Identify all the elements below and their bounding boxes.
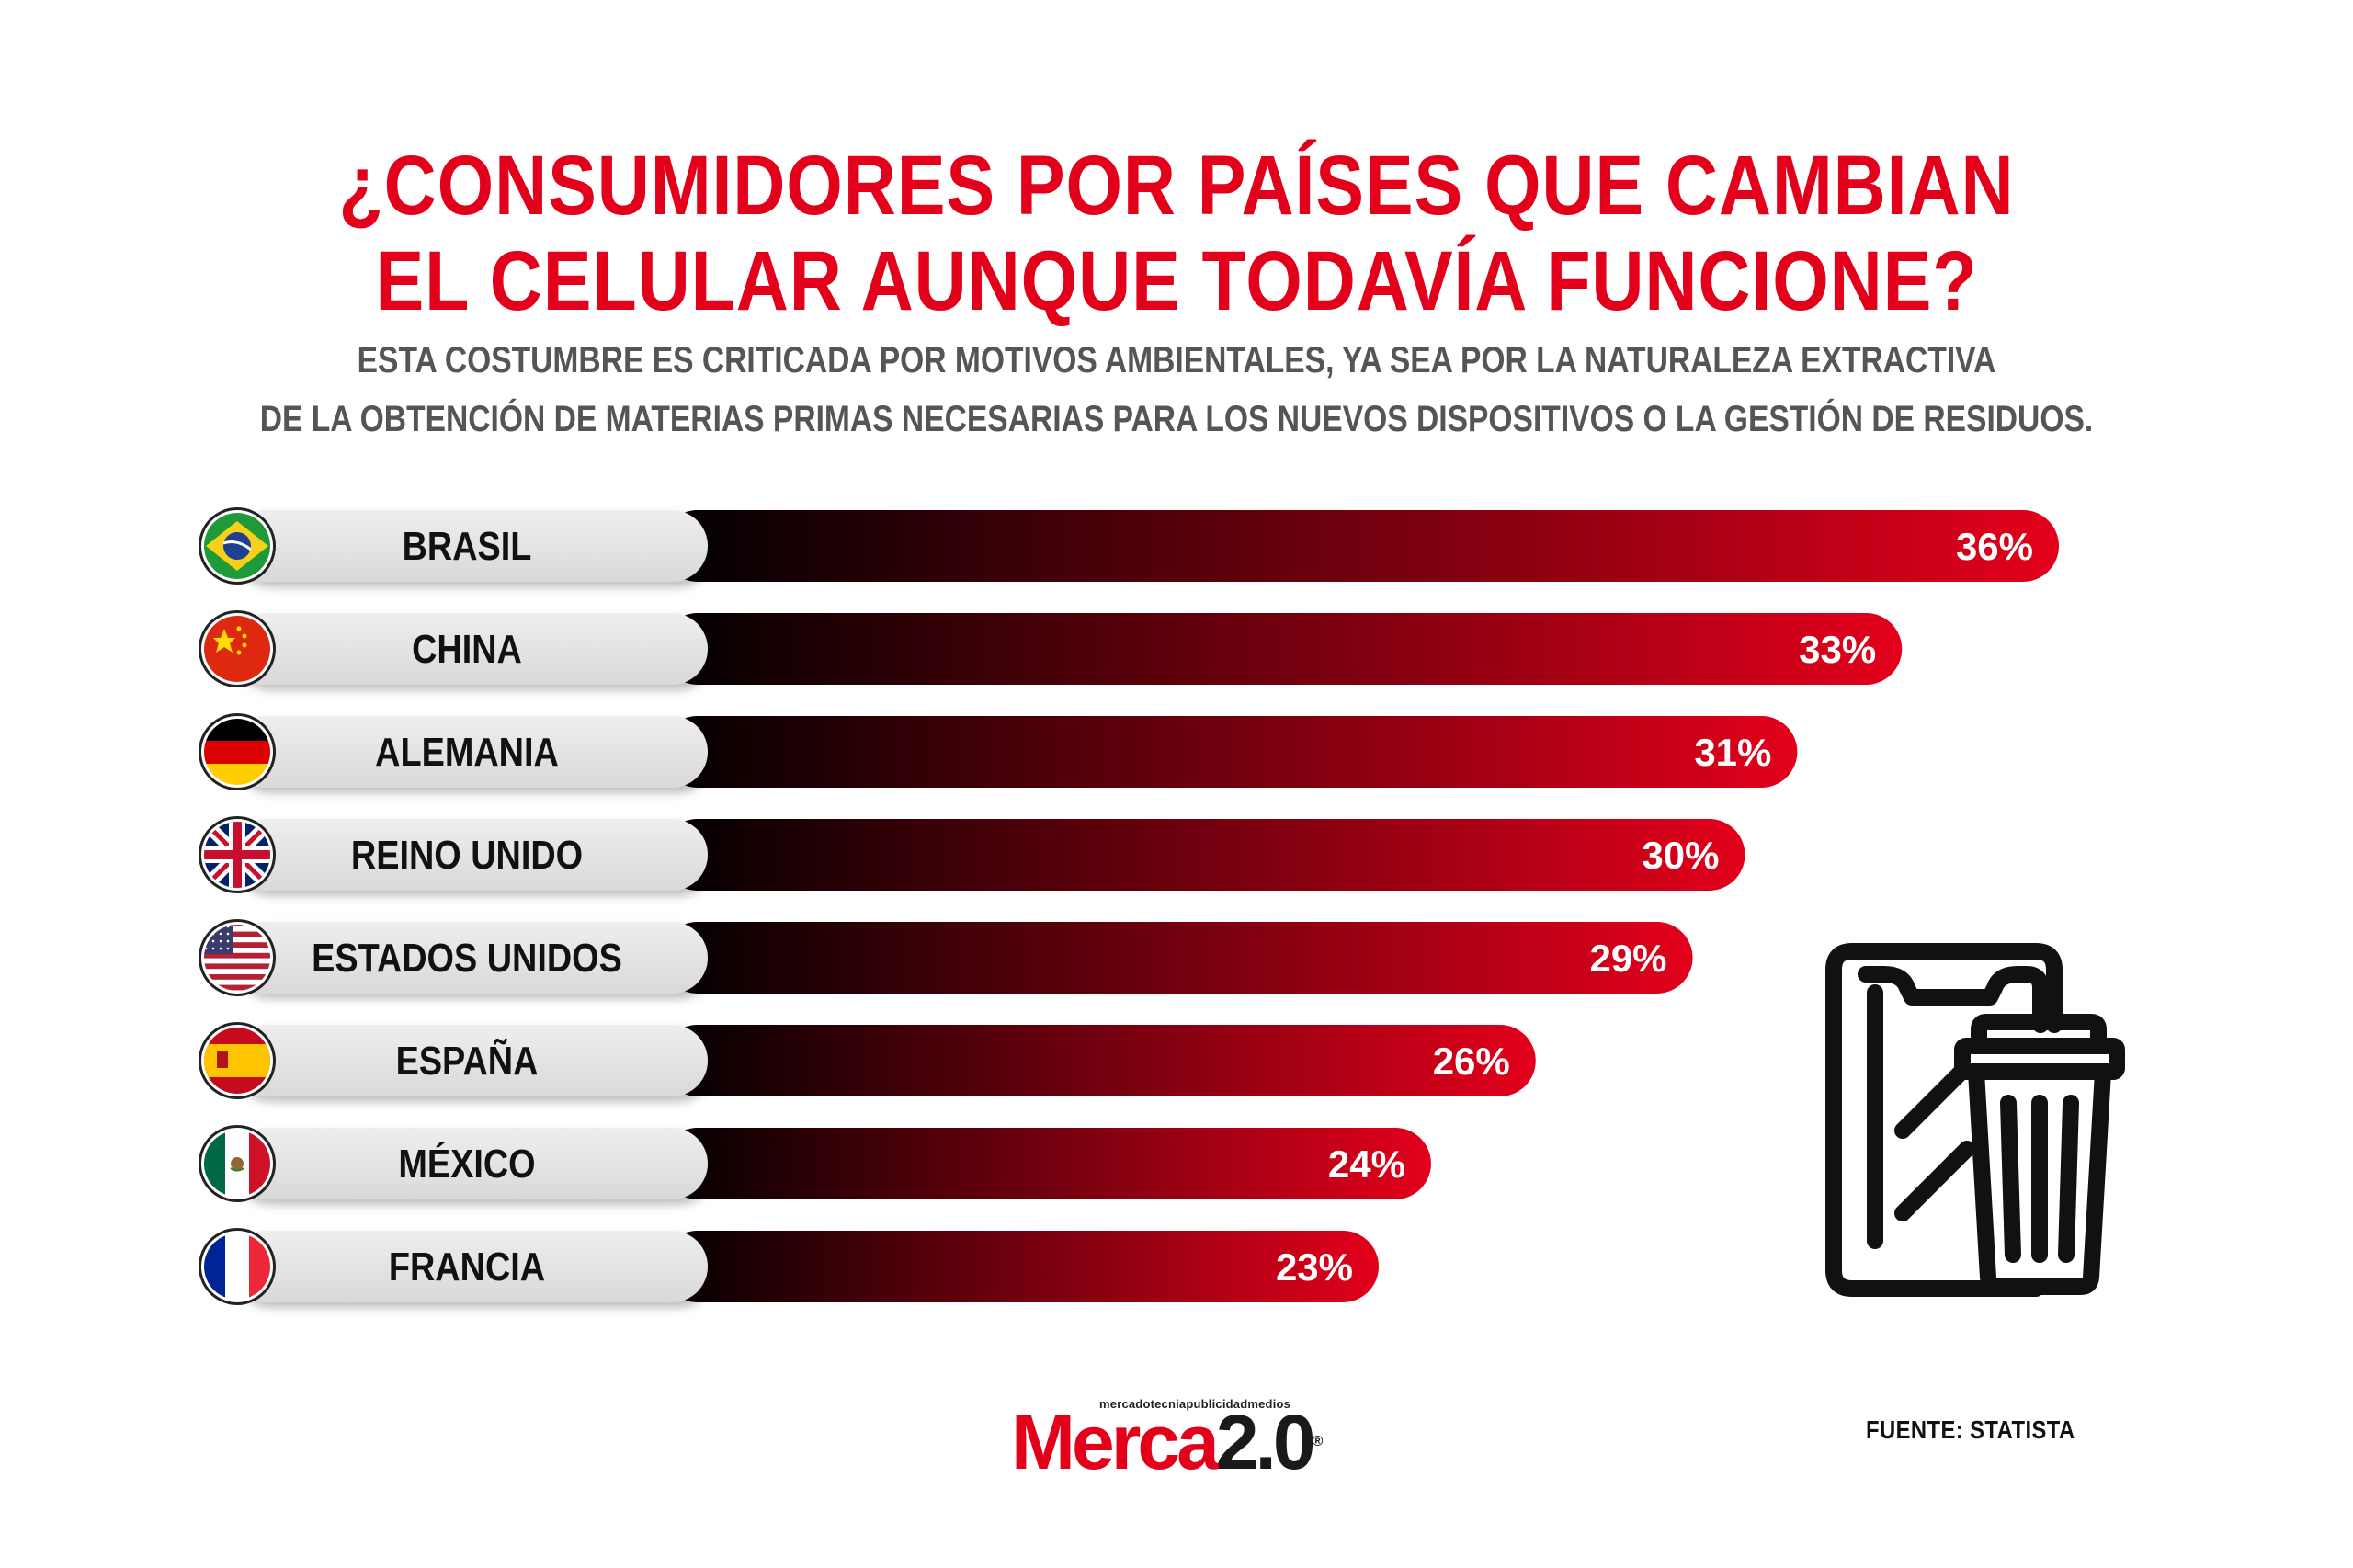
category-label: CHINA <box>412 626 522 671</box>
subtitle-line-1: ESTA COSTUMBRE ES CRITICADA POR MOTIVOS … <box>357 340 1996 381</box>
china-flag-icon <box>199 610 276 687</box>
merca-logo: mercadotecniapublicidadmedios Merca2.0® <box>1011 1397 1370 1483</box>
title-line-1: ¿CONSUMIDORES POR PAÍSES QUE CAMBIAN <box>338 139 2015 233</box>
logo-tagline: mercadotecniapublicidadmedios <box>1099 1397 1291 1411</box>
usa-flag-icon <box>199 919 276 996</box>
value-label: 33% <box>1799 628 1876 671</box>
value-label: 23% <box>1276 1245 1353 1289</box>
bar <box>662 1231 1379 1302</box>
bar <box>662 613 1903 685</box>
bar <box>662 510 2059 582</box>
category-label-pill <box>230 922 708 994</box>
france-flag-icon <box>199 1228 276 1305</box>
bar-row: BRASIL 36% <box>199 507 2059 585</box>
category-label: ALEMANIA <box>375 729 559 774</box>
logo-wordmark: Merca2.0® <box>1011 1401 1323 1483</box>
bar <box>662 716 1798 788</box>
value-label: 29% <box>1589 937 1666 980</box>
bar-row: REINO UNIDO 30% <box>199 816 1745 893</box>
category-label-pill <box>230 819 708 891</box>
brazil-flag-icon <box>199 507 276 585</box>
bar <box>662 1025 1536 1096</box>
uk-flag-icon <box>199 816 276 893</box>
logo-name-part1: Merca <box>1011 1399 1220 1485</box>
bar-row: ESPAÑA 26% <box>199 1022 1536 1099</box>
chart-title: ¿CONSUMIDORES POR PAÍSES QUE CAMBIAN EL … <box>165 138 2188 329</box>
bar <box>662 1128 1431 1199</box>
source-note: FUENTE: STATISTA <box>1866 1415 2075 1444</box>
bar-row: CHINA 33% <box>199 610 1903 687</box>
title-line-2: EL CELULAR AUNQUE TODAVÍA FUNCIONE? <box>375 234 1978 328</box>
value-label: 24% <box>1328 1142 1405 1186</box>
bar <box>662 922 1693 994</box>
category-label: BRASIL <box>403 523 532 568</box>
logo-registered: ® <box>1312 1434 1324 1449</box>
chart-subtitle: ESTA COSTUMBRE ES CRITICADA POR MOTIVOS … <box>188 331 2165 449</box>
category-label: FRANCIA <box>389 1244 545 1289</box>
spain-flag-icon <box>199 1022 276 1099</box>
bar-row: MÉXICO 24% <box>199 1125 1431 1202</box>
category-label-pill <box>230 1231 708 1302</box>
germany-flag-icon <box>199 713 276 790</box>
phone-trash-icon <box>1825 943 2125 1297</box>
category-label-pill <box>230 510 708 582</box>
category-label-pill <box>230 1128 708 1199</box>
bar-row: FRANCIA 23% <box>199 1228 1379 1305</box>
value-label: 36% <box>1956 525 2033 568</box>
bar-chart: BRASIL 36% CHINA 33% ALEMANIA 31% REINO UNIDO 3… <box>199 507 2059 1305</box>
category-label-pill <box>230 613 708 685</box>
category-label: ESTADOS UNIDOS <box>312 935 622 980</box>
value-label: 26% <box>1433 1040 1510 1083</box>
category-label-pill <box>230 1025 708 1096</box>
value-label: 31% <box>1694 731 1771 774</box>
category-label: ESPAÑA <box>396 1038 539 1083</box>
value-label: 30% <box>1642 834 1719 877</box>
subtitle-line-2: DE LA OBTENCIÓN DE MATERIAS PRIMAS NECES… <box>259 399 2094 439</box>
logo-name-part2: 2.0 <box>1215 1399 1316 1485</box>
bar-row: ESTADOS UNIDOS 29% <box>199 919 1693 996</box>
category-label: REINO UNIDO <box>351 832 583 877</box>
bar-row: ALEMANIA 31% <box>199 713 1798 790</box>
category-label-pill <box>230 716 708 788</box>
mexico-flag-icon <box>199 1125 276 1202</box>
category-label: MÉXICO <box>398 1141 535 1186</box>
bar <box>662 819 1745 891</box>
